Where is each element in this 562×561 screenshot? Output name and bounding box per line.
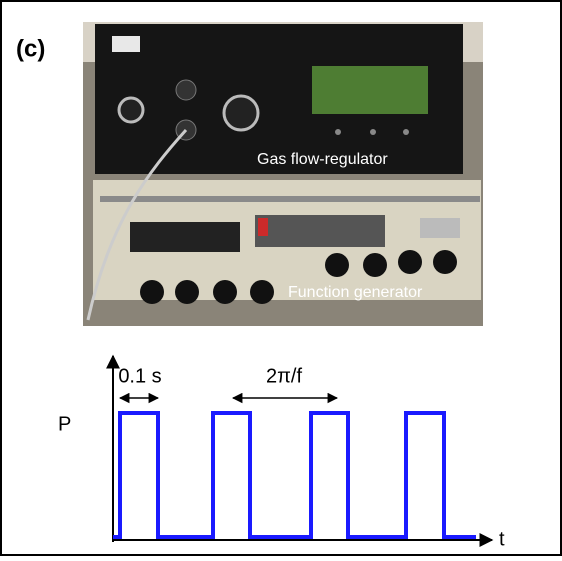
width-label: 0.1 s xyxy=(118,365,161,387)
panel-label: (c) xyxy=(16,35,45,62)
pulse-train xyxy=(113,411,476,539)
x-label: t xyxy=(499,528,505,550)
photo-label: Gas flow-regulator xyxy=(257,151,388,168)
photo xyxy=(83,22,483,326)
period-label: 2π/f xyxy=(266,365,302,387)
y-label: P xyxy=(58,413,71,435)
photo-label: Function generator xyxy=(288,284,423,301)
